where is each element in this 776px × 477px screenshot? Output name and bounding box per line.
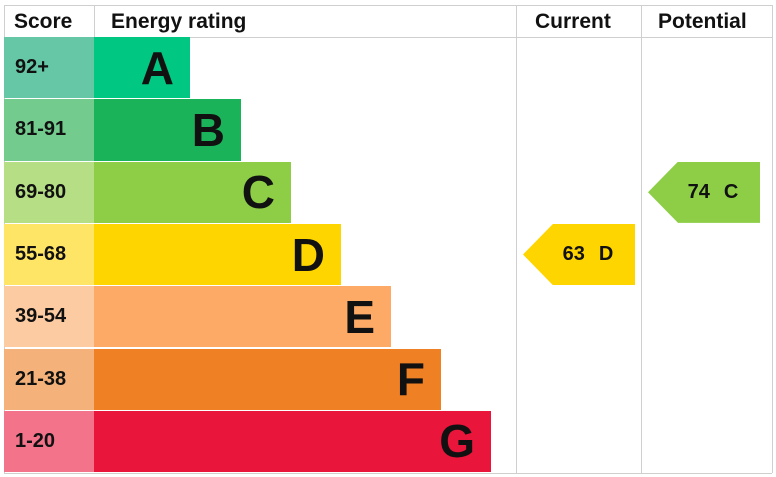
score-cell-C: 69-80: [4, 161, 94, 223]
grid-line: [4, 37, 772, 38]
potential-value: 74: [687, 180, 710, 203]
rating-bar-C: C: [94, 161, 291, 223]
score-cell-E: 39-54: [4, 286, 94, 348]
score-cell-B: 81-91: [4, 99, 94, 161]
header-score: Score: [14, 10, 73, 33]
rating-bar-A: A: [94, 37, 190, 99]
score-cell-F: 21-38: [4, 348, 94, 410]
potential-rating-arrow: 74 C: [648, 161, 760, 223]
rating-bar-B: B: [94, 99, 241, 161]
score-cell-D: 55-68: [4, 223, 94, 286]
header-energy-rating: Energy rating: [111, 10, 247, 33]
grid-line: [4, 473, 772, 474]
rating-bar-F: F: [94, 348, 441, 410]
rating-bar-G: G: [94, 410, 491, 473]
grid-line: [641, 5, 642, 473]
grid-line: [4, 5, 772, 6]
header-current: Current: [535, 10, 611, 33]
potential-letter: C: [723, 180, 739, 203]
rating-bar-E: E: [94, 286, 391, 348]
grid-line: [516, 5, 517, 473]
score-cell-G: 1-20: [4, 410, 94, 473]
current-value: 63: [562, 243, 585, 266]
grid-line: [94, 5, 95, 37]
score-cell-A: 92+: [4, 37, 94, 99]
rating-bar-D: D: [94, 223, 341, 286]
header-potential: Potential: [658, 10, 747, 33]
current-rating-arrow: 63 D: [523, 223, 635, 286]
grid-line: [772, 5, 773, 473]
current-letter: D: [598, 243, 614, 266]
